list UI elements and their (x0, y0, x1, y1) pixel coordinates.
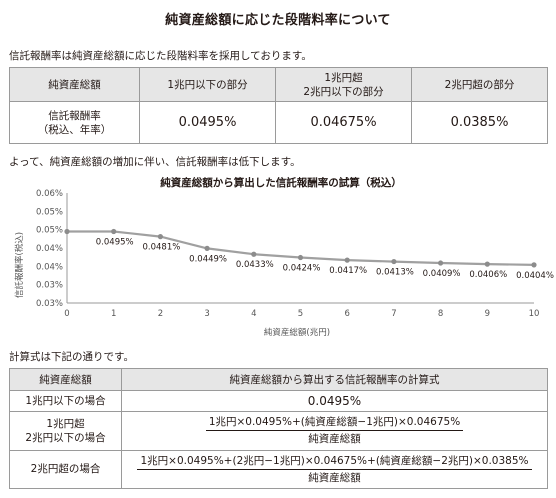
chart-y-tick-label: 0.03% (36, 299, 63, 309)
calc-table-header-row: 純資産総額 純資産総額から算出する信託報酬率の計算式 (9, 368, 548, 391)
chart-data-label: 0.0413% (376, 268, 414, 278)
chart-y-tick-label: 0.04% (36, 244, 63, 254)
rate-value-tier1: 0.0495% (139, 101, 276, 144)
chart-data-point (484, 261, 490, 267)
chart-y-tick-label: 0.04% (36, 262, 63, 272)
calc-tier3-numerator: 1兆円×0.0495%+(2兆円−1兆円)×0.04675%+(純資産総額−2兆… (137, 454, 532, 470)
rate-table-header-row: 純資産総額 1兆円以下の部分 1兆円超 2兆円以下の部分 2兆円超の部分 (9, 67, 548, 102)
chart-x-tick-label: 6 (344, 309, 349, 319)
chart-data-label: 0.0406% (469, 270, 507, 280)
calc-row-tier1-label: 1兆円以下の場合 (9, 390, 122, 412)
calc-row-tier1-formula: 0.0495% (121, 390, 548, 412)
chart-data-label: 0.0495% (96, 238, 134, 248)
rate-header-tier2: 1兆円超 2兆円以下の部分 (275, 67, 412, 102)
calc-tier3-denominator: 純資産総額 (308, 471, 361, 484)
chart-data-label: 0.0404% (516, 271, 554, 281)
chart-x-tick-label: 7 (391, 309, 396, 319)
chart-x-tick-label: 4 (251, 309, 256, 319)
calc-row-tier3-formula: 1兆円×0.0495%+(2兆円−1兆円)×0.04675%+(純資産総額−2兆… (121, 449, 548, 489)
rate-value-tier2: 0.04675% (275, 101, 412, 144)
chart-title: 純資産総額から算出した信託報酬率の試算（税込） (160, 176, 402, 189)
chart-data-point (251, 251, 257, 257)
rate-header-tier2-line1: 1兆円超 (324, 71, 363, 84)
calc-row-tier1: 1兆円以下の場合 0.0495% (9, 390, 548, 412)
chart-x-axis-label: 純資産総額(兆円) (264, 327, 330, 338)
chart-x-tick-label: 0 (64, 309, 69, 319)
calc-table: 純資産総額 純資産総額から算出する信託報酬率の計算式 1兆円以下の場合 0.04… (9, 368, 548, 489)
chart-x-tick-label: 1 (111, 309, 116, 319)
calc-row-tier2-label: 1兆円超 2兆円以下の場合 (9, 411, 122, 451)
rate-row-label-line2: （税込、年率） (37, 123, 112, 136)
chart-data-label: 0.0449% (189, 254, 227, 264)
chart-y-tick-label: 0.05% (36, 207, 63, 217)
rate-value-tier3: 0.0385% (411, 101, 548, 144)
intro-text: 信託報酬率は純資産総額に応じた段階料率を採用しております。 (9, 50, 312, 62)
rate-header-net-assets: 純資産総額 (9, 67, 140, 102)
calc-tier3-fraction: 1兆円×0.0495%+(2兆円−1兆円)×0.04675%+(純資産総額−2兆… (137, 454, 532, 485)
chart-data-point (531, 262, 537, 268)
calc-row-tier2-label-line2: 2兆円以下の場合 (25, 431, 106, 444)
chart-data-label: 0.0481% (142, 243, 180, 253)
chart-plot-area: 0.03% 0.03% 0.04% 0.04% 0.05% 0.05% 0.06% 0 1 2 3 4… (36, 189, 554, 319)
chart-data-point (391, 258, 397, 265)
chart-x-tick-label: 8 (438, 309, 443, 319)
chart-data-point (438, 260, 444, 266)
chart-x-tick-label: 3 (204, 309, 209, 319)
chart-x-tick-label: 5 (298, 309, 303, 319)
chart-data-label: 0.0433% (236, 260, 274, 270)
chart-data-point (344, 257, 350, 263)
decrease-note: よって、純資産総額の増加に伴い、信託報酬率は低下します。 (9, 156, 301, 168)
fee-rate-chart: 純資産総額から算出した信託報酬率の試算（税込） 信託報酬率(税込) 純資産総額(… (14, 176, 554, 338)
chart-y-tick-label: 0.06% (36, 189, 63, 199)
calc-row-tier2-formula: 1兆円×0.0495%+(純資産総額−1兆円)×0.04675% 純資産総額 (121, 411, 548, 451)
chart-data-point (204, 245, 210, 251)
calc-header-net-assets: 純資産総額 (9, 368, 122, 391)
calc-row-tier3-label: 2兆円超の場合 (9, 449, 122, 489)
calc-row-tier3: 2兆円超の場合 1兆円×0.0495%+(2兆円−1兆円)×0.04675%+(… (9, 449, 548, 489)
rate-header-tier1: 1兆円以下の部分 (139, 67, 276, 102)
page-title: 純資産総額に応じた段階料率について (165, 13, 391, 28)
calc-tier2-numerator: 1兆円×0.0495%+(純資産総額−1兆円)×0.04675% (205, 415, 464, 432)
chart-y-tick-label: 0.05% (36, 226, 63, 236)
calc-header-formula: 純資産総額から算出する信託報酬率の計算式 (121, 368, 548, 391)
chart-data-point (64, 228, 70, 235)
chart-x-tick-label: 2 (158, 309, 163, 319)
rate-row-label: 信託報酬率 （税込、年率） (9, 101, 140, 144)
chart-data-label: 0.0424% (283, 264, 321, 274)
chart-data-point (157, 234, 163, 240)
calc-row-tier2: 1兆円超 2兆円以下の場合 1兆円×0.0495%+(純資産総額−1兆円)×0.… (9, 411, 548, 451)
calc-tier2-denominator: 純資産総額 (308, 433, 361, 446)
chart-data-label: 0.0417% (329, 266, 367, 276)
chart-x-tick-label: 9 (485, 309, 490, 319)
chart-data-label: 0.0409% (423, 269, 461, 279)
chart-x-tick-label: 10 (529, 309, 540, 319)
chart-y-axis-label: 信託報酬率(税込) (14, 232, 25, 298)
chart-data-point (297, 254, 304, 261)
chart-y-tick-label: 0.03% (36, 281, 63, 291)
rate-table: 純資産総額 1兆円以下の部分 1兆円超 2兆円以下の部分 2兆円超の部分 信託報… (9, 67, 548, 144)
rate-header-tier3: 2兆円超の部分 (411, 67, 548, 102)
chart-data-point (111, 228, 117, 235)
rate-header-tier2-line2: 2兆円以下の部分 (303, 85, 384, 98)
calc-row-tier2-label-line1: 1兆円超 (46, 417, 85, 430)
rate-table-row: 信託報酬率 （税込、年率） 0.0495% 0.04675% 0.0385% (9, 101, 548, 144)
calc-tier2-fraction: 1兆円×0.0495%+(純資産総額−1兆円)×0.04675% 純資産総額 (205, 415, 464, 446)
calc-note: 計算式は下記の通りです。 (9, 351, 134, 363)
rate-row-label-line1: 信託報酬率 (48, 109, 101, 122)
